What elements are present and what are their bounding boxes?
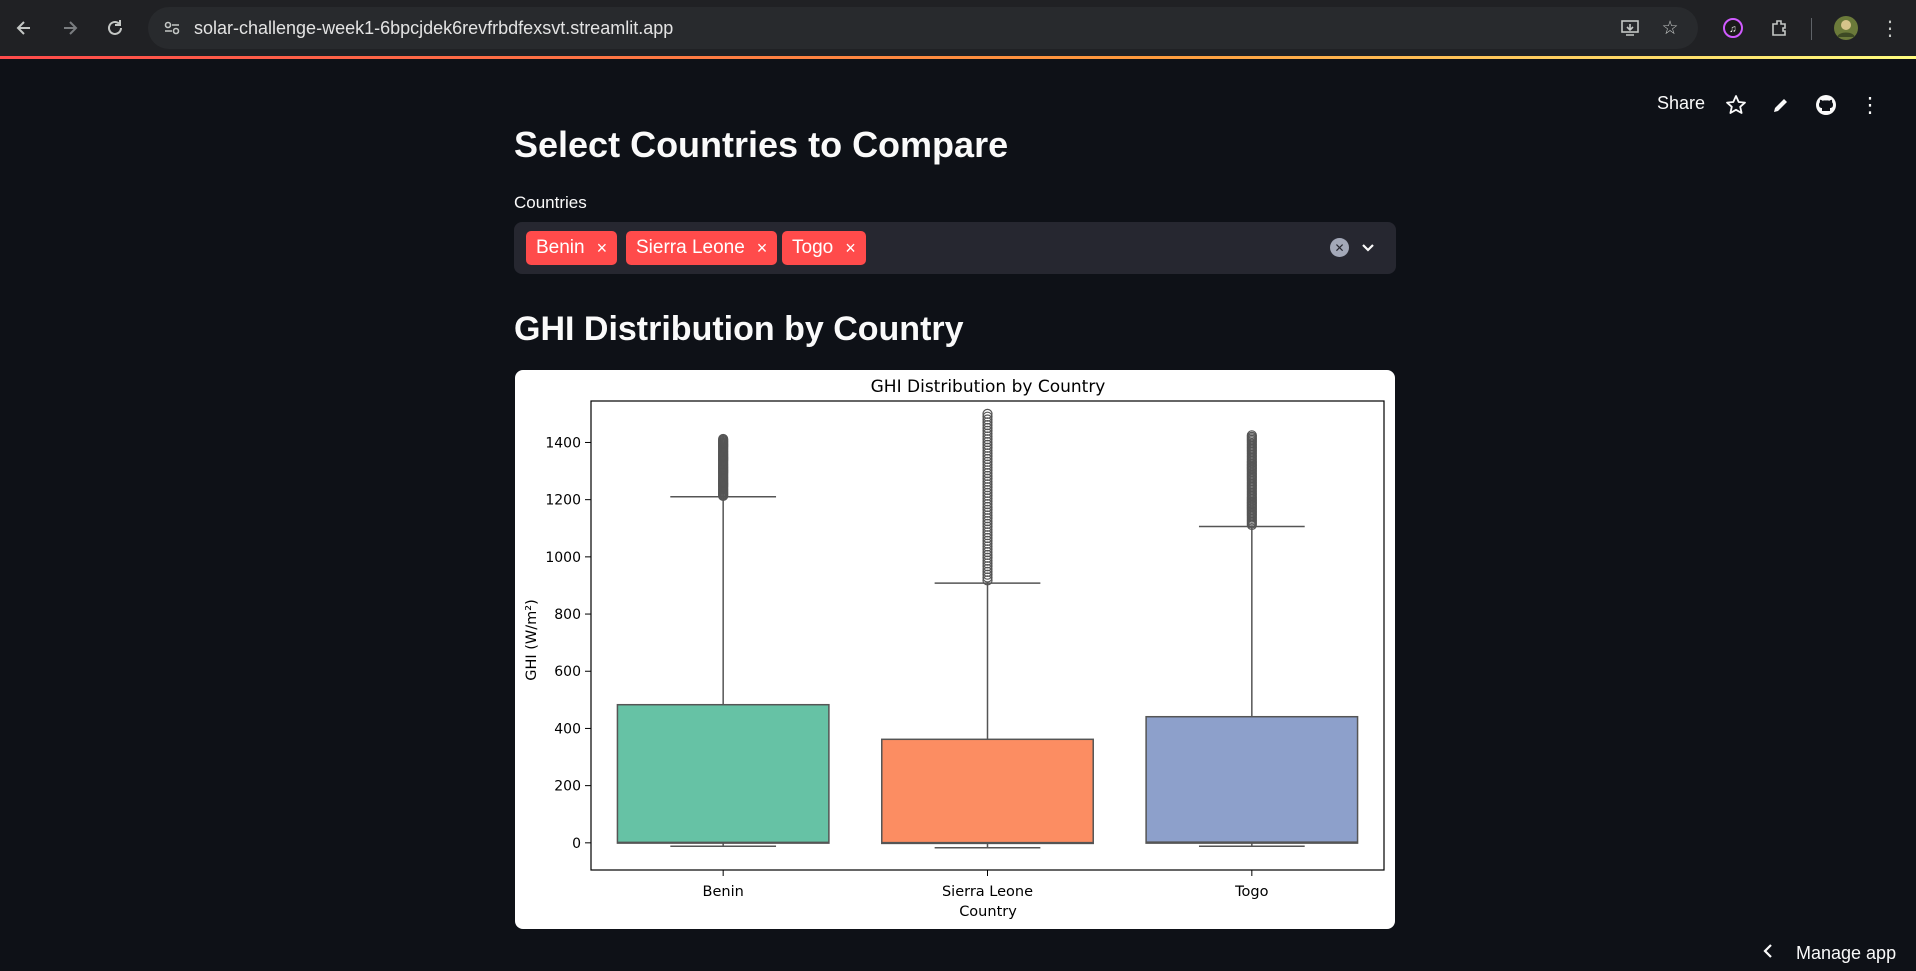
- tag-sierra-leone: Sierra Leone ×: [626, 231, 778, 265]
- x-tick-label: Benin: [703, 884, 744, 900]
- extensions-icon[interactable]: [1763, 12, 1795, 44]
- outlier-point: [982, 408, 993, 419]
- profile-avatar[interactable]: [1830, 12, 1862, 44]
- iqr-box: [1145, 715, 1359, 844]
- chart-card: GHI Distribution by Country 0 200 400 600 80…: [515, 370, 1395, 929]
- x-axis-label: Country: [959, 904, 1017, 920]
- remove-tag-icon[interactable]: ×: [845, 237, 856, 258]
- y-tick-label: 600: [554, 664, 581, 680]
- box-benin: [616, 433, 830, 848]
- x-tick-label: Togo: [1234, 884, 1268, 900]
- outlier-point: [1246, 430, 1257, 441]
- tag-label: Togo: [792, 237, 834, 258]
- star-icon[interactable]: [1721, 90, 1751, 120]
- clear-all-icon[interactable]: ✕: [1330, 238, 1349, 257]
- chrome-menu-icon[interactable]: ⋮: [1880, 17, 1900, 40]
- tag-benin: Benin ×: [526, 231, 618, 265]
- y-tick-label: 0: [572, 836, 581, 852]
- iqr-box: [616, 703, 830, 844]
- countries-label: Countries: [514, 193, 587, 212]
- tag-togo: Togo ×: [782, 231, 866, 265]
- y-tick-label: 1400: [545, 435, 581, 451]
- address-bar[interactable]: solar-challenge-week1-6bpcjdek6revfrbdfe…: [148, 7, 1698, 49]
- header-decoration: [0, 56, 1916, 59]
- y-tick-label: 800: [554, 607, 581, 623]
- browser-toolbar: solar-challenge-week1-6bpcjdek6revfrbdfe…: [0, 0, 1916, 56]
- outlier-point: [718, 433, 729, 445]
- manage-app-label: Manage app: [1796, 943, 1897, 963]
- back-icon[interactable]: [8, 12, 40, 44]
- edit-pencil-icon[interactable]: [1766, 90, 1796, 120]
- reload-icon[interactable]: [99, 12, 131, 44]
- chevron-left-icon: [1762, 942, 1774, 965]
- chart-title: GHI Distribution by Country: [871, 377, 1106, 397]
- manage-app-button[interactable]: Manage app: [1762, 942, 1896, 965]
- remove-tag-icon[interactable]: ×: [756, 237, 768, 258]
- music-extension-icon[interactable]: ♫: [1717, 12, 1749, 44]
- y-tick-label: 400: [554, 721, 581, 737]
- outliers: [1246, 430, 1257, 531]
- tag-label: Benin: [536, 237, 585, 258]
- ghi-boxplot: GHI Distribution by Country 0 200 400 600 80…: [524, 377, 1385, 920]
- svg-text:♫: ♫: [1729, 24, 1737, 35]
- outliers: [718, 433, 729, 501]
- box-togo: [1145, 430, 1359, 848]
- y-tick-label: 1200: [545, 493, 581, 509]
- install-icon[interactable]: [1614, 12, 1646, 44]
- tag-label: Sierra Leone: [636, 237, 745, 258]
- chevron-down-icon[interactable]: [1356, 235, 1380, 259]
- url-text[interactable]: solar-challenge-week1-6bpcjdek6revfrbdfe…: [194, 18, 674, 38]
- box-sierra-leone: [881, 408, 1094, 849]
- kebab-menu-icon[interactable]: ⋮: [1859, 93, 1881, 117]
- outliers: [982, 408, 993, 586]
- countries-multiselect[interactable]: Benin × Sierra Leone × Togo × ✕: [514, 222, 1396, 274]
- iqr-box: [881, 738, 1094, 845]
- page-title: Select Countries to Compare: [514, 124, 1009, 165]
- remove-tag-icon[interactable]: ×: [596, 237, 608, 258]
- chart-heading: GHI Distribution by Country: [514, 310, 964, 348]
- outlier-point: [982, 411, 993, 422]
- y-tick-label: 1000: [545, 550, 581, 566]
- site-info-icon[interactable]: [156, 12, 188, 44]
- github-icon[interactable]: [1811, 90, 1841, 120]
- y-tick-label: 200: [554, 779, 581, 795]
- y-axis-label: GHI (W/m²): [524, 599, 540, 681]
- bookmark-star-icon[interactable]: ☆: [1661, 17, 1679, 39]
- outlier-point: [982, 414, 993, 425]
- forward-icon[interactable]: [54, 12, 86, 44]
- x-tick-label: Sierra Leone: [942, 884, 1033, 900]
- share-button[interactable]: Share: [1657, 93, 1706, 113]
